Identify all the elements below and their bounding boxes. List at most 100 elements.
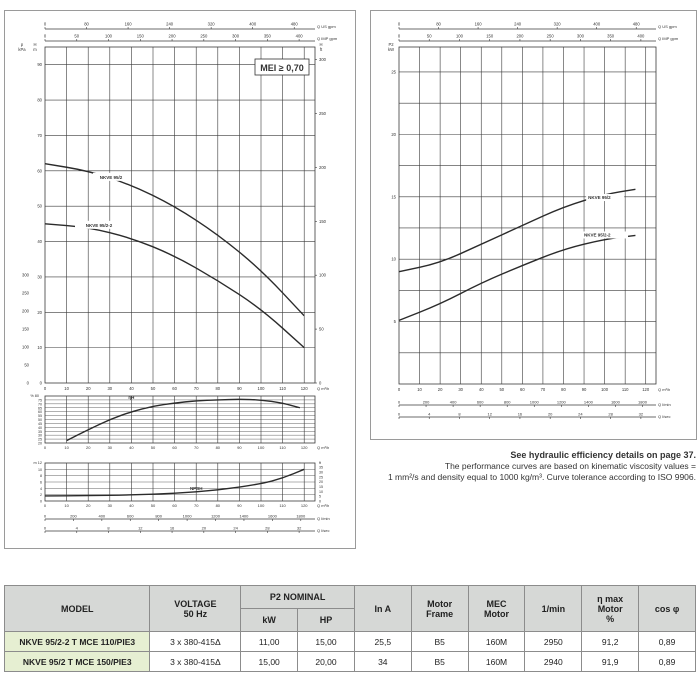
viscosity-note: The performance curves are based on kine… bbox=[444, 461, 696, 471]
header-in-a: In A bbox=[353, 585, 412, 632]
right-top-axis-imp-gpm-tick-label: 250 bbox=[547, 34, 555, 39]
right-bottom-axis-l-min-tick-label: 600 bbox=[477, 400, 484, 405]
main-x-tick-label: 20 bbox=[86, 386, 91, 391]
left-bottom-axis-l-sec-tick-label: 20 bbox=[202, 526, 207, 531]
eff-x-unit: Q m³/h bbox=[317, 445, 329, 450]
main-y-m-tick-label: 20 bbox=[37, 310, 42, 315]
cell-frame: B5 bbox=[410, 631, 469, 652]
eff-y-tick-label: 65 bbox=[38, 406, 42, 410]
left-top-axis-imp-gpm-tick-label: 200 bbox=[169, 34, 177, 39]
eff-x-tick-label: 100 bbox=[258, 445, 265, 450]
head-label-nkve-95-2: NKVE 95/2 bbox=[100, 175, 123, 180]
header-p2-nominal: P2 NOMINAL bbox=[240, 585, 355, 609]
main-y-kpa-unit: kPa bbox=[18, 47, 26, 52]
right-bottom-axis-l-min-tick-label: 800 bbox=[504, 400, 511, 405]
left-top-axis-us-gpm-tick-label: 320 bbox=[208, 22, 216, 27]
eff-y-tick-label: 70 bbox=[38, 402, 42, 406]
right-top-axis-imp-gpm-tick-label: 350 bbox=[607, 34, 615, 39]
eff-curve-label: ηH bbox=[128, 395, 134, 400]
chart-notes: See hydraulic efficiency details on page… bbox=[256, 450, 696, 483]
right-bottom-axis-l-min-tick-label: 0 bbox=[398, 400, 401, 405]
main-plot-frame bbox=[44, 46, 316, 384]
npsh-curve bbox=[44, 468, 305, 497]
main-y-m-tick-label: 80 bbox=[37, 98, 42, 103]
npsh-x-tick-label: 90 bbox=[237, 503, 242, 508]
right-top-axis-us-gpm-tick-label: 160 bbox=[475, 22, 483, 27]
power-y-label: P2 bbox=[388, 42, 394, 47]
left-top-axis-us-gpm-tick-label: 480 bbox=[291, 22, 299, 27]
main-y-m-tick-label: 50 bbox=[37, 204, 42, 209]
power-x-tick-label: 100 bbox=[601, 387, 609, 392]
npsh-x-tick-label: 100 bbox=[258, 503, 265, 508]
eff-x-tick-label: 40 bbox=[129, 445, 134, 450]
npsh-x-tick-label: 10 bbox=[64, 503, 69, 508]
power-x-tick-label: 70 bbox=[541, 387, 546, 392]
left-top-axis-us-gpm-tick-label: 0 bbox=[44, 22, 47, 27]
cell-eta: 91,9 bbox=[581, 651, 640, 672]
eff-y-tick-label: 35 bbox=[38, 430, 42, 434]
header-model: MODEL bbox=[3, 585, 151, 632]
cell-kw: 15,00 bbox=[240, 651, 299, 672]
left-top-axis-imp-gpm-tick-label: 100 bbox=[105, 34, 113, 39]
cell-kw: 11,00 bbox=[240, 631, 299, 652]
left-bottom-axis-l-min-tick-label: 1800 bbox=[296, 514, 306, 519]
header-eta-max: η max Motor% bbox=[581, 585, 640, 632]
left-bottom-axis-l-sec-tick-label: 28 bbox=[265, 526, 270, 531]
right-bottom-axis-l-min-tick-label: 200 bbox=[423, 400, 430, 405]
main-x-tick-label: 90 bbox=[237, 386, 242, 391]
npsh-x-tick-label: 120 bbox=[301, 503, 308, 508]
left-bottom-axis-l-sec-tick-label: 16 bbox=[170, 526, 175, 531]
npsh-y-tick-label: 6 bbox=[40, 481, 42, 485]
main-x-tick-label: 40 bbox=[129, 386, 134, 391]
power-x-unit: Q m³/h bbox=[658, 387, 670, 392]
left-bottom-axis-l-min-tick-label: 1600 bbox=[268, 514, 278, 519]
power-x-tick-label: 20 bbox=[438, 387, 443, 392]
main-y-kpa-tick-label: 300 bbox=[22, 272, 30, 277]
main-y-m-unit: m bbox=[33, 47, 37, 52]
npsh-y-tick-label: 4 bbox=[40, 487, 42, 491]
left-top-axis-us-gpm-tick-label: 400 bbox=[249, 22, 257, 27]
power-x-tick-label: 40 bbox=[479, 387, 484, 392]
power-x-tick-label: 10 bbox=[417, 387, 422, 392]
table-row: NKVE 95/2 T MCE 150/PIE3 3 x 380-415Δ 15… bbox=[3, 651, 696, 672]
main-y-m-label: H bbox=[33, 42, 36, 47]
main-x-tick-label: 80 bbox=[215, 386, 220, 391]
main-x-tick-label: 60 bbox=[172, 386, 177, 391]
left-bottom-axis-l-min-tick-label: 1000 bbox=[183, 514, 193, 519]
right-bottom-axis-l-min-tick-label: 1400 bbox=[584, 400, 594, 405]
main-y-ft-unit: ft bbox=[320, 47, 323, 52]
main-x-tick-label: 50 bbox=[151, 386, 156, 391]
power-y-tick-label: 10 bbox=[391, 257, 396, 262]
power-y-tick-label: 5 bbox=[394, 319, 397, 324]
cell-rpm: 2950 bbox=[524, 631, 583, 652]
head-curve-nkve-95-2-2 bbox=[44, 223, 305, 349]
power-y-tick-label: 15 bbox=[391, 194, 396, 199]
right-top-axis-imp-gpm-tick-label: 100 bbox=[456, 34, 464, 39]
right-top-axis-us-gpm-tick-label: 480 bbox=[633, 22, 641, 27]
right-bottom-axis-l-min-unit: Q l/min bbox=[658, 402, 671, 407]
npsh-y-ft-tick-label: 10 bbox=[319, 490, 323, 494]
main-x-tick-label: 10 bbox=[64, 386, 69, 391]
eff-y-tick-label: 60 bbox=[38, 410, 42, 414]
main-y-ft-tick-label: 200 bbox=[319, 165, 327, 170]
right-top-axis-us-gpm-tick-label: 400 bbox=[593, 22, 601, 27]
right-top-axis-us-gpm-unit: Q US gpm bbox=[658, 24, 677, 29]
right-bottom-axis-l-min-tick-label: 400 bbox=[450, 400, 457, 405]
main-y-kpa-tick-label: 100 bbox=[22, 344, 30, 349]
main-y-ft-tick-label: 0 bbox=[319, 381, 322, 386]
right-bottom-axis-l-sec-tick-label: 28 bbox=[608, 412, 613, 417]
power-label-nkve-95-2-2: NKVE 95/2-2 bbox=[584, 232, 611, 237]
header-rpm: 1/min bbox=[524, 585, 583, 632]
left-bottom-axis-l-sec-tick-label: 0 bbox=[44, 526, 47, 531]
left-bottom-axis-l-min-tick-label: 1400 bbox=[239, 514, 249, 519]
main-y-kpa-tick-label: 200 bbox=[22, 308, 30, 313]
power-x-tick-label: 50 bbox=[499, 387, 504, 392]
main-y-m-tick-label: 90 bbox=[37, 62, 42, 67]
main-y-ft-tick-label: 50 bbox=[319, 327, 324, 332]
header-voltage: VOLTAGE 50 Hz bbox=[149, 585, 242, 632]
left-bottom-axis-l-sec-tick-label: 8 bbox=[107, 526, 110, 531]
eff-y-tick-label: 25 bbox=[38, 438, 42, 442]
table-header-row: MODEL VOLTAGE 50 Hz P2 NOMINAL In A Motor… bbox=[3, 585, 696, 632]
eff-y-tick-label: 20 bbox=[38, 442, 42, 446]
cell-model: NKVE 95/2-2 T MCE 110/PIE3 bbox=[3, 631, 151, 652]
